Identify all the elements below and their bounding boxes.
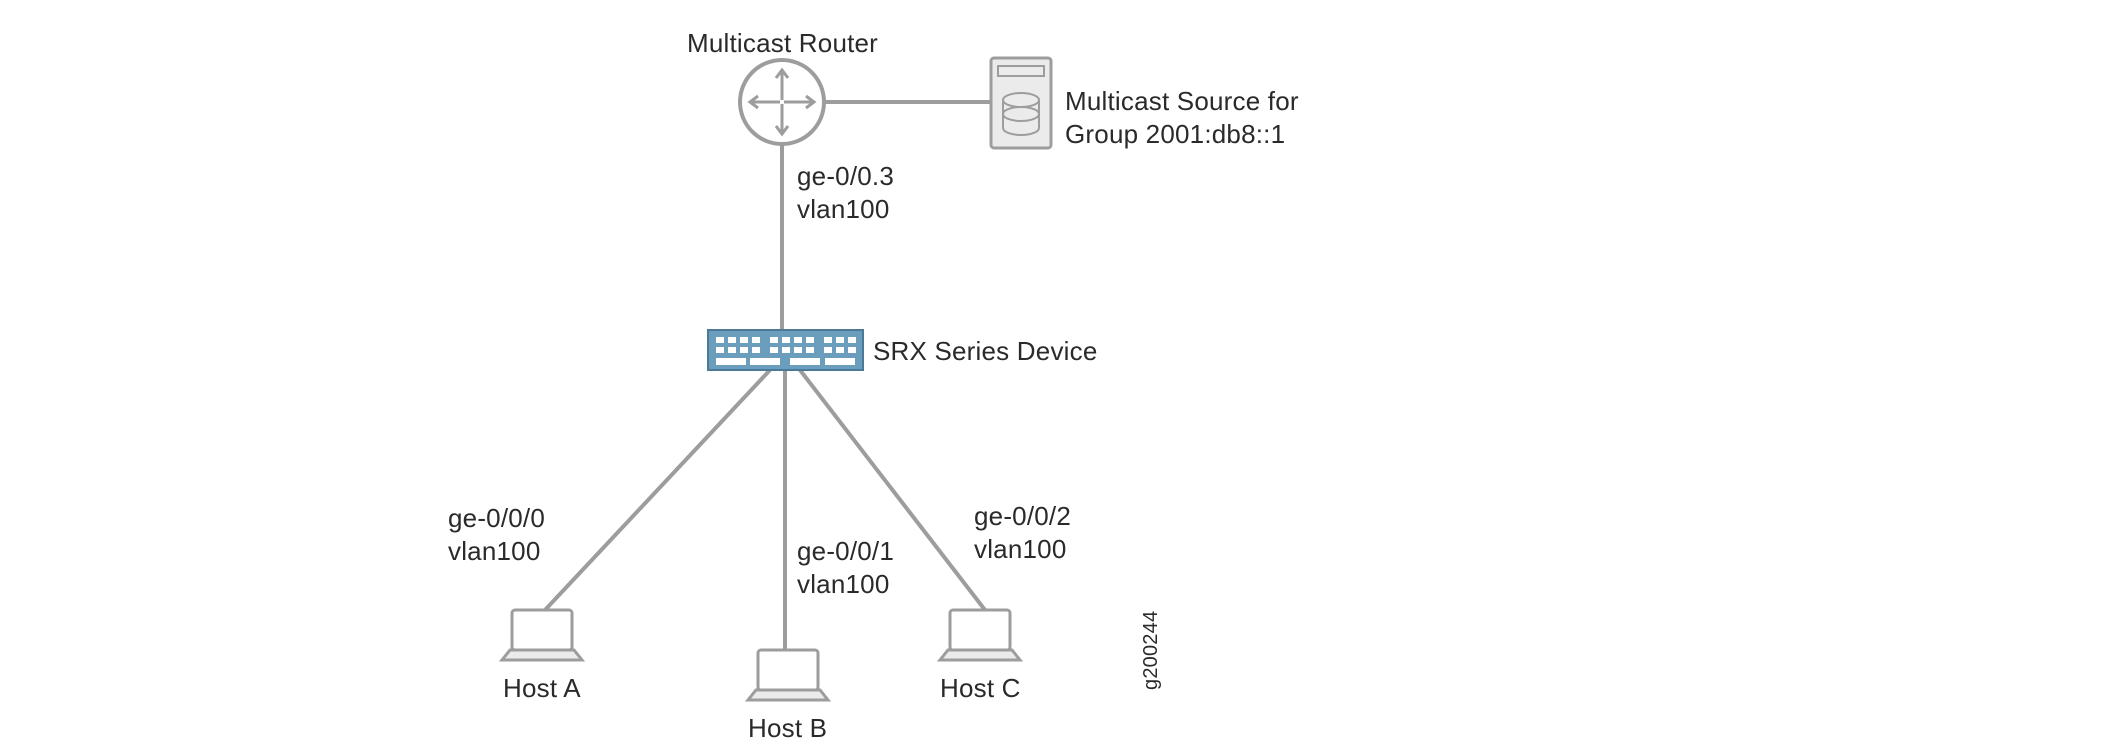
uplink-vlan: vlan100: [797, 194, 889, 224]
srx-switch-icon: [708, 330, 863, 370]
hostb-label: Host B: [748, 713, 827, 744]
hosta-vlan: vlan100: [448, 536, 540, 566]
srx-label: SRX Series Device: [873, 336, 1097, 367]
network-diagram: [0, 0, 2101, 746]
hosta-interface-label: ge-0/0/0 vlan100: [448, 502, 545, 567]
hostc-interface-label: ge-0/0/2 vlan100: [974, 500, 1071, 565]
hostb-interface-label: ge-0/0/1 vlan100: [797, 535, 894, 600]
hosta-interface: ge-0/0/0: [448, 503, 545, 533]
hosta-label: Host A: [503, 673, 581, 704]
router-icon: [740, 60, 824, 144]
source-label: Multicast Source for Group 2001:db8::1: [1065, 85, 1299, 150]
hostb-vlan: vlan100: [797, 569, 889, 599]
hostb-interface: ge-0/0/1: [797, 536, 894, 566]
laptop-hostb-icon: [748, 650, 828, 700]
hostc-vlan: vlan100: [974, 534, 1066, 564]
uplink-label: ge-0/0.3 vlan100: [797, 160, 894, 225]
source-label-line1: Multicast Source for: [1065, 86, 1299, 116]
figure-id-label: g200244: [1140, 611, 1163, 690]
laptop-hosta-icon: [502, 610, 582, 660]
edge-srx-hosta: [545, 370, 770, 610]
router-title-label: Multicast Router: [687, 28, 878, 59]
server-icon: [991, 58, 1051, 148]
laptop-hostc-icon: [940, 610, 1020, 660]
uplink-interface: ge-0/0.3: [797, 161, 894, 191]
hostc-label: Host C: [940, 673, 1021, 704]
hostc-interface: ge-0/0/2: [974, 501, 1071, 531]
source-label-line2: Group 2001:db8::1: [1065, 119, 1285, 149]
